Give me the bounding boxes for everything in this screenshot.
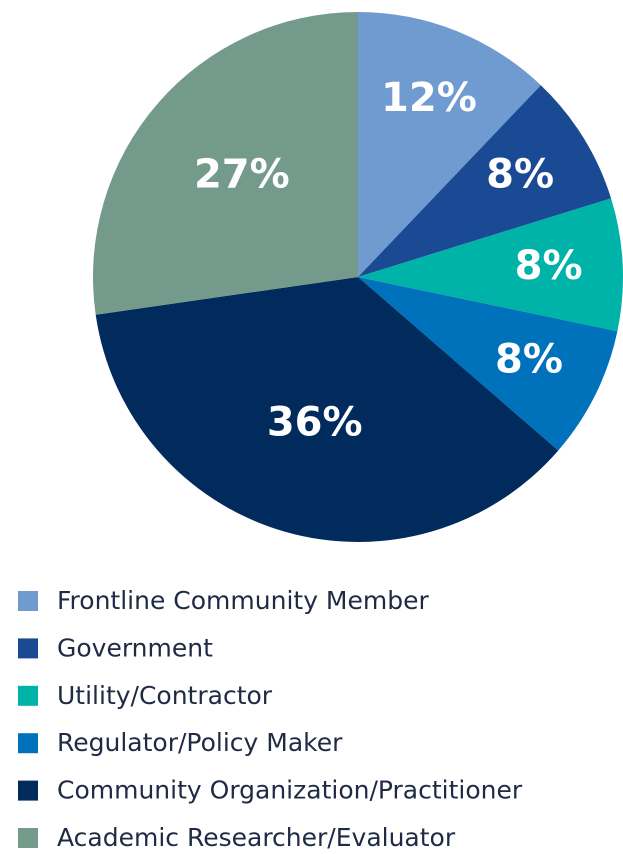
pie-slice xyxy=(358,12,541,277)
pie-slice xyxy=(358,85,612,277)
data-label: 36% xyxy=(267,399,363,445)
legend-swatch xyxy=(18,591,38,611)
data-label: 8% xyxy=(515,243,583,289)
pie-slice xyxy=(358,277,618,451)
data-label: 12% xyxy=(381,75,477,121)
pie-slice xyxy=(95,277,559,542)
pie-slice xyxy=(92,12,358,315)
legend-swatch xyxy=(18,780,38,801)
legend-label: Academic Researcher/Evaluator xyxy=(57,823,456,852)
legend-label: Regulator/Policy Maker xyxy=(57,728,343,757)
legend-swatch xyxy=(18,638,38,659)
legend-swatch xyxy=(18,685,38,706)
legend-label: Utility/Contractor xyxy=(57,681,273,710)
pie-slice xyxy=(358,198,623,332)
legend-swatch xyxy=(18,733,38,754)
legend-label: Frontline Community Member xyxy=(57,586,429,615)
legend-label: Government xyxy=(57,633,213,662)
data-label: 8% xyxy=(495,337,563,383)
data-label: 8% xyxy=(486,151,554,197)
legend-label: Community Organization/Practitioner xyxy=(57,776,523,805)
legend-swatch xyxy=(18,828,38,848)
data-label: 27% xyxy=(194,151,290,197)
